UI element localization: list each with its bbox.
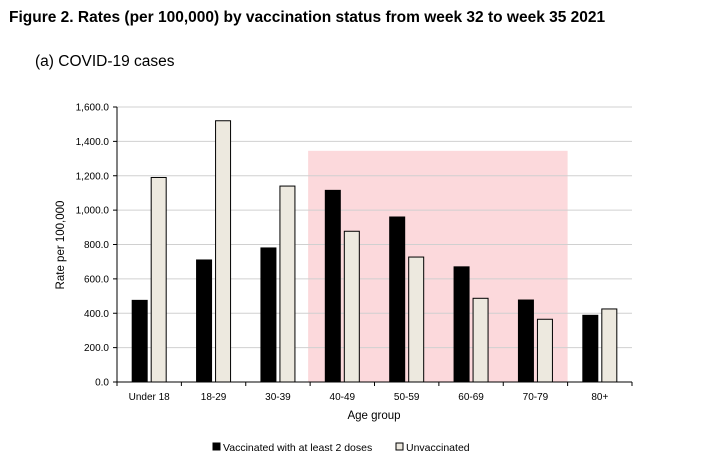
x-tick-label: 60-69 <box>458 392 484 403</box>
bar-vaccinated <box>324 189 341 383</box>
x-axis-ticks: Under 18 18-29 30-39 40-49 50-59 60-69 70-79 80… <box>116 382 633 403</box>
y-tick-label: 0.0 <box>95 378 109 389</box>
x-tick-label: 40-49 <box>330 392 356 403</box>
y-tick-label: 600.0 <box>84 274 109 285</box>
x-tick-label: 80+ <box>591 392 608 403</box>
bar-vaccinated <box>389 216 406 383</box>
bar-unvaccinated <box>601 308 618 383</box>
y-tick-label: 1,400.0 <box>76 137 110 148</box>
bar-unvaccinated <box>279 185 296 383</box>
y-tick-label: 400.0 <box>84 309 109 320</box>
legend-swatch <box>212 442 221 451</box>
bar-unvaccinated <box>408 256 425 383</box>
bar-vaccinated <box>582 314 599 383</box>
bar-vaccinated <box>453 266 470 383</box>
legend-swatch <box>395 442 404 451</box>
y-tick-label: 1,600.0 <box>76 103 110 114</box>
x-tick-label: 50-59 <box>394 392 420 403</box>
y-axis-ticks: 0.0 200.0 400.0 600.0 800.0 1,000.0 1,200.0 1,4… <box>76 103 117 389</box>
legend-label: Unvaccinated <box>406 442 470 454</box>
legend: Vaccinated with at least 2 doses Unvaccin… <box>212 442 470 454</box>
figure-title: Figure 2. Rates (per 100,000) by vaccina… <box>9 9 606 26</box>
bar-unvaccinated <box>536 318 553 383</box>
legend-label: Vaccinated with at least 2 doses <box>223 442 372 454</box>
x-tick-label: Under 18 <box>129 392 171 403</box>
x-tick-label: 18-29 <box>201 392 227 403</box>
bar-vaccinated <box>517 299 534 383</box>
bar-unvaccinated <box>215 120 232 383</box>
x-tick-label: 70-79 <box>523 392 549 403</box>
y-tick-label: 1,200.0 <box>76 171 110 182</box>
bar-unvaccinated <box>150 176 167 383</box>
y-tick-label: 1,000.0 <box>76 206 110 217</box>
bars <box>131 120 618 383</box>
bar-vaccinated <box>260 247 277 383</box>
bar-vaccinated <box>131 299 148 383</box>
x-tick-label: 30-39 <box>265 392 291 403</box>
bar-unvaccinated <box>343 230 360 383</box>
bar-vaccinated <box>196 259 213 383</box>
bar-unvaccinated <box>472 297 489 383</box>
x-axis-label: Age group <box>347 410 400 422</box>
y-tick-label: 200.0 <box>84 343 109 354</box>
figure-subtitle: (a) COVID-19 cases <box>35 53 175 70</box>
y-tick-label: 800.0 <box>84 240 109 251</box>
y-axis-label: Rate per 100,000 <box>55 201 67 290</box>
